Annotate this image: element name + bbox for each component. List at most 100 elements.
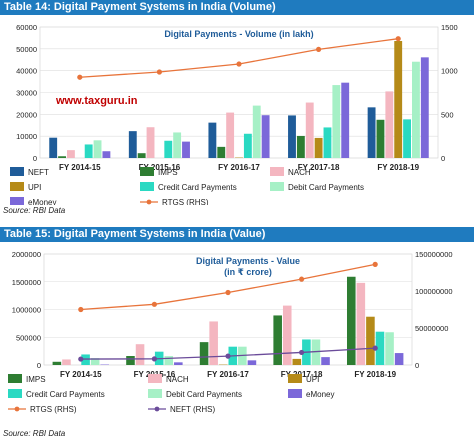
vol-legend-label: NEFT bbox=[28, 168, 49, 177]
val-legend-swatch bbox=[14, 406, 20, 412]
vol-ytick-label: 20000 bbox=[16, 110, 37, 119]
panel1-header: Table 14: Digital Payment Systems in Ind… bbox=[0, 0, 474, 15]
val-ytick-label: 1500000 bbox=[12, 278, 41, 287]
val-legend-swatch bbox=[8, 389, 22, 398]
val-line-point bbox=[78, 306, 84, 313]
vol-bar bbox=[226, 112, 235, 158]
val-bar bbox=[135, 344, 145, 365]
val-legend-label: UPI bbox=[306, 375, 319, 384]
val-bar bbox=[366, 316, 375, 365]
val-line-point bbox=[372, 261, 378, 267]
vol-ytick-label: 10000 bbox=[16, 132, 37, 141]
val-bar bbox=[126, 356, 135, 365]
vol-bar bbox=[385, 91, 394, 158]
val-bar bbox=[199, 342, 209, 365]
val-legend-label: RTGS (RHS) bbox=[30, 405, 77, 414]
vol-line-point bbox=[236, 61, 242, 67]
vol-ytick-label: 40000 bbox=[16, 67, 37, 76]
val-line-point bbox=[225, 289, 231, 296]
vol-bar bbox=[243, 133, 252, 158]
vol-bar bbox=[367, 107, 376, 158]
val-bar bbox=[356, 282, 366, 365]
val-bar bbox=[62, 359, 71, 365]
vol-line-point bbox=[316, 46, 322, 52]
val-line-point bbox=[225, 353, 231, 359]
vol-xtick-label: FY 2015-16 bbox=[139, 163, 181, 172]
vol-bar bbox=[102, 151, 111, 158]
val-bar bbox=[292, 358, 302, 365]
val-xtick-label: FY 2018-19 bbox=[354, 370, 396, 379]
val-legend-label: Credit Card Payments bbox=[26, 390, 105, 399]
vol-bar bbox=[137, 153, 146, 158]
vol-bar bbox=[296, 135, 305, 158]
val-xtick-label: FY 2016-17 bbox=[207, 370, 249, 379]
vol-legend-swatch bbox=[140, 182, 154, 191]
val-line-point bbox=[299, 349, 305, 356]
vol-legend-label: eMoney bbox=[28, 198, 56, 205]
val-chart-title: Digital Payments - Value (in ₹ crore) bbox=[196, 256, 300, 277]
vol-xtick-label: FY 2017-18 bbox=[298, 163, 340, 172]
vol-bar bbox=[420, 57, 429, 159]
vol-xtick-label: FY 2016-17 bbox=[218, 163, 260, 172]
vol-bar bbox=[182, 141, 190, 158]
val-line-point bbox=[151, 301, 157, 307]
vol-bar bbox=[314, 137, 323, 158]
watermark: www.taxguru.in bbox=[55, 95, 138, 107]
val-bar bbox=[385, 332, 394, 365]
val-line-point bbox=[372, 345, 378, 351]
val-y2tick-label: 100000000 bbox=[415, 287, 453, 296]
vol-bar bbox=[252, 105, 261, 158]
vol-chart-title: Digital Payments - Volume (in lakh) bbox=[164, 29, 313, 39]
vol-bar bbox=[173, 132, 182, 158]
val-legend-label: NACH bbox=[166, 375, 189, 384]
val-bar bbox=[52, 361, 62, 365]
vol-bar bbox=[332, 85, 341, 158]
vol-ytick-label: 60000 bbox=[16, 23, 37, 32]
vol-legend-label: Credit Card Payments bbox=[158, 183, 237, 192]
vol-line-point bbox=[77, 74, 83, 80]
val-bar bbox=[321, 357, 330, 365]
vol-bar bbox=[394, 40, 403, 158]
vol-line-point bbox=[395, 36, 401, 42]
vol-xtick-label: FY 2018-19 bbox=[377, 163, 419, 172]
vol-bar bbox=[341, 82, 350, 158]
val-legend-label: IMPS bbox=[26, 375, 46, 384]
val-legend-swatch bbox=[288, 389, 302, 398]
panel2-source: Source: RBI Data bbox=[3, 429, 66, 438]
val-bar bbox=[247, 360, 257, 365]
val-ytick-label: 500000 bbox=[16, 333, 41, 342]
val-legend-swatch bbox=[288, 374, 302, 383]
val-y2tick-label: 150000000 bbox=[415, 250, 453, 259]
vol-bar bbox=[146, 127, 155, 158]
val-legend-label: Debit Card Payments bbox=[166, 390, 242, 399]
val-y2tick-label: 50000000 bbox=[415, 324, 448, 333]
vol-bar bbox=[323, 127, 332, 158]
panel1-source: Source: RBI Data bbox=[3, 206, 66, 215]
vol-bar bbox=[288, 115, 296, 158]
val-bar bbox=[273, 315, 282, 365]
val-bar bbox=[174, 362, 183, 365]
vol-bar bbox=[66, 150, 75, 158]
vol-legend-label: NACH bbox=[288, 168, 311, 177]
vol-bar bbox=[261, 115, 270, 158]
val-line-point bbox=[151, 356, 157, 362]
vol-bar bbox=[305, 102, 314, 158]
vol-bar bbox=[128, 131, 137, 158]
val-bar bbox=[282, 305, 292, 365]
vol-legend-swatch bbox=[270, 167, 284, 176]
vol-legend-swatch bbox=[10, 167, 24, 176]
vol-xtick-label: FY 2014-15 bbox=[59, 163, 101, 172]
val-line-point bbox=[78, 356, 84, 362]
vol-legend-swatch bbox=[270, 182, 284, 191]
vol-legend-swatch bbox=[10, 182, 24, 191]
vol-y2tick-label: 500 bbox=[441, 110, 454, 119]
val-legend-swatch bbox=[148, 389, 162, 398]
vol-line-point bbox=[156, 69, 162, 75]
vol-bar bbox=[93, 140, 102, 158]
vol-bar bbox=[217, 146, 226, 158]
vol-legend-label: RTGS (RHS) bbox=[162, 198, 209, 205]
vol-bar bbox=[164, 140, 173, 158]
vol-ytick-label: 0 bbox=[33, 154, 37, 163]
volume-chart: 0 10000 20000 30000 40000 50000 60000 0 500 1000 1… bbox=[10, 23, 458, 205]
vol-legend-swatch bbox=[146, 199, 152, 205]
